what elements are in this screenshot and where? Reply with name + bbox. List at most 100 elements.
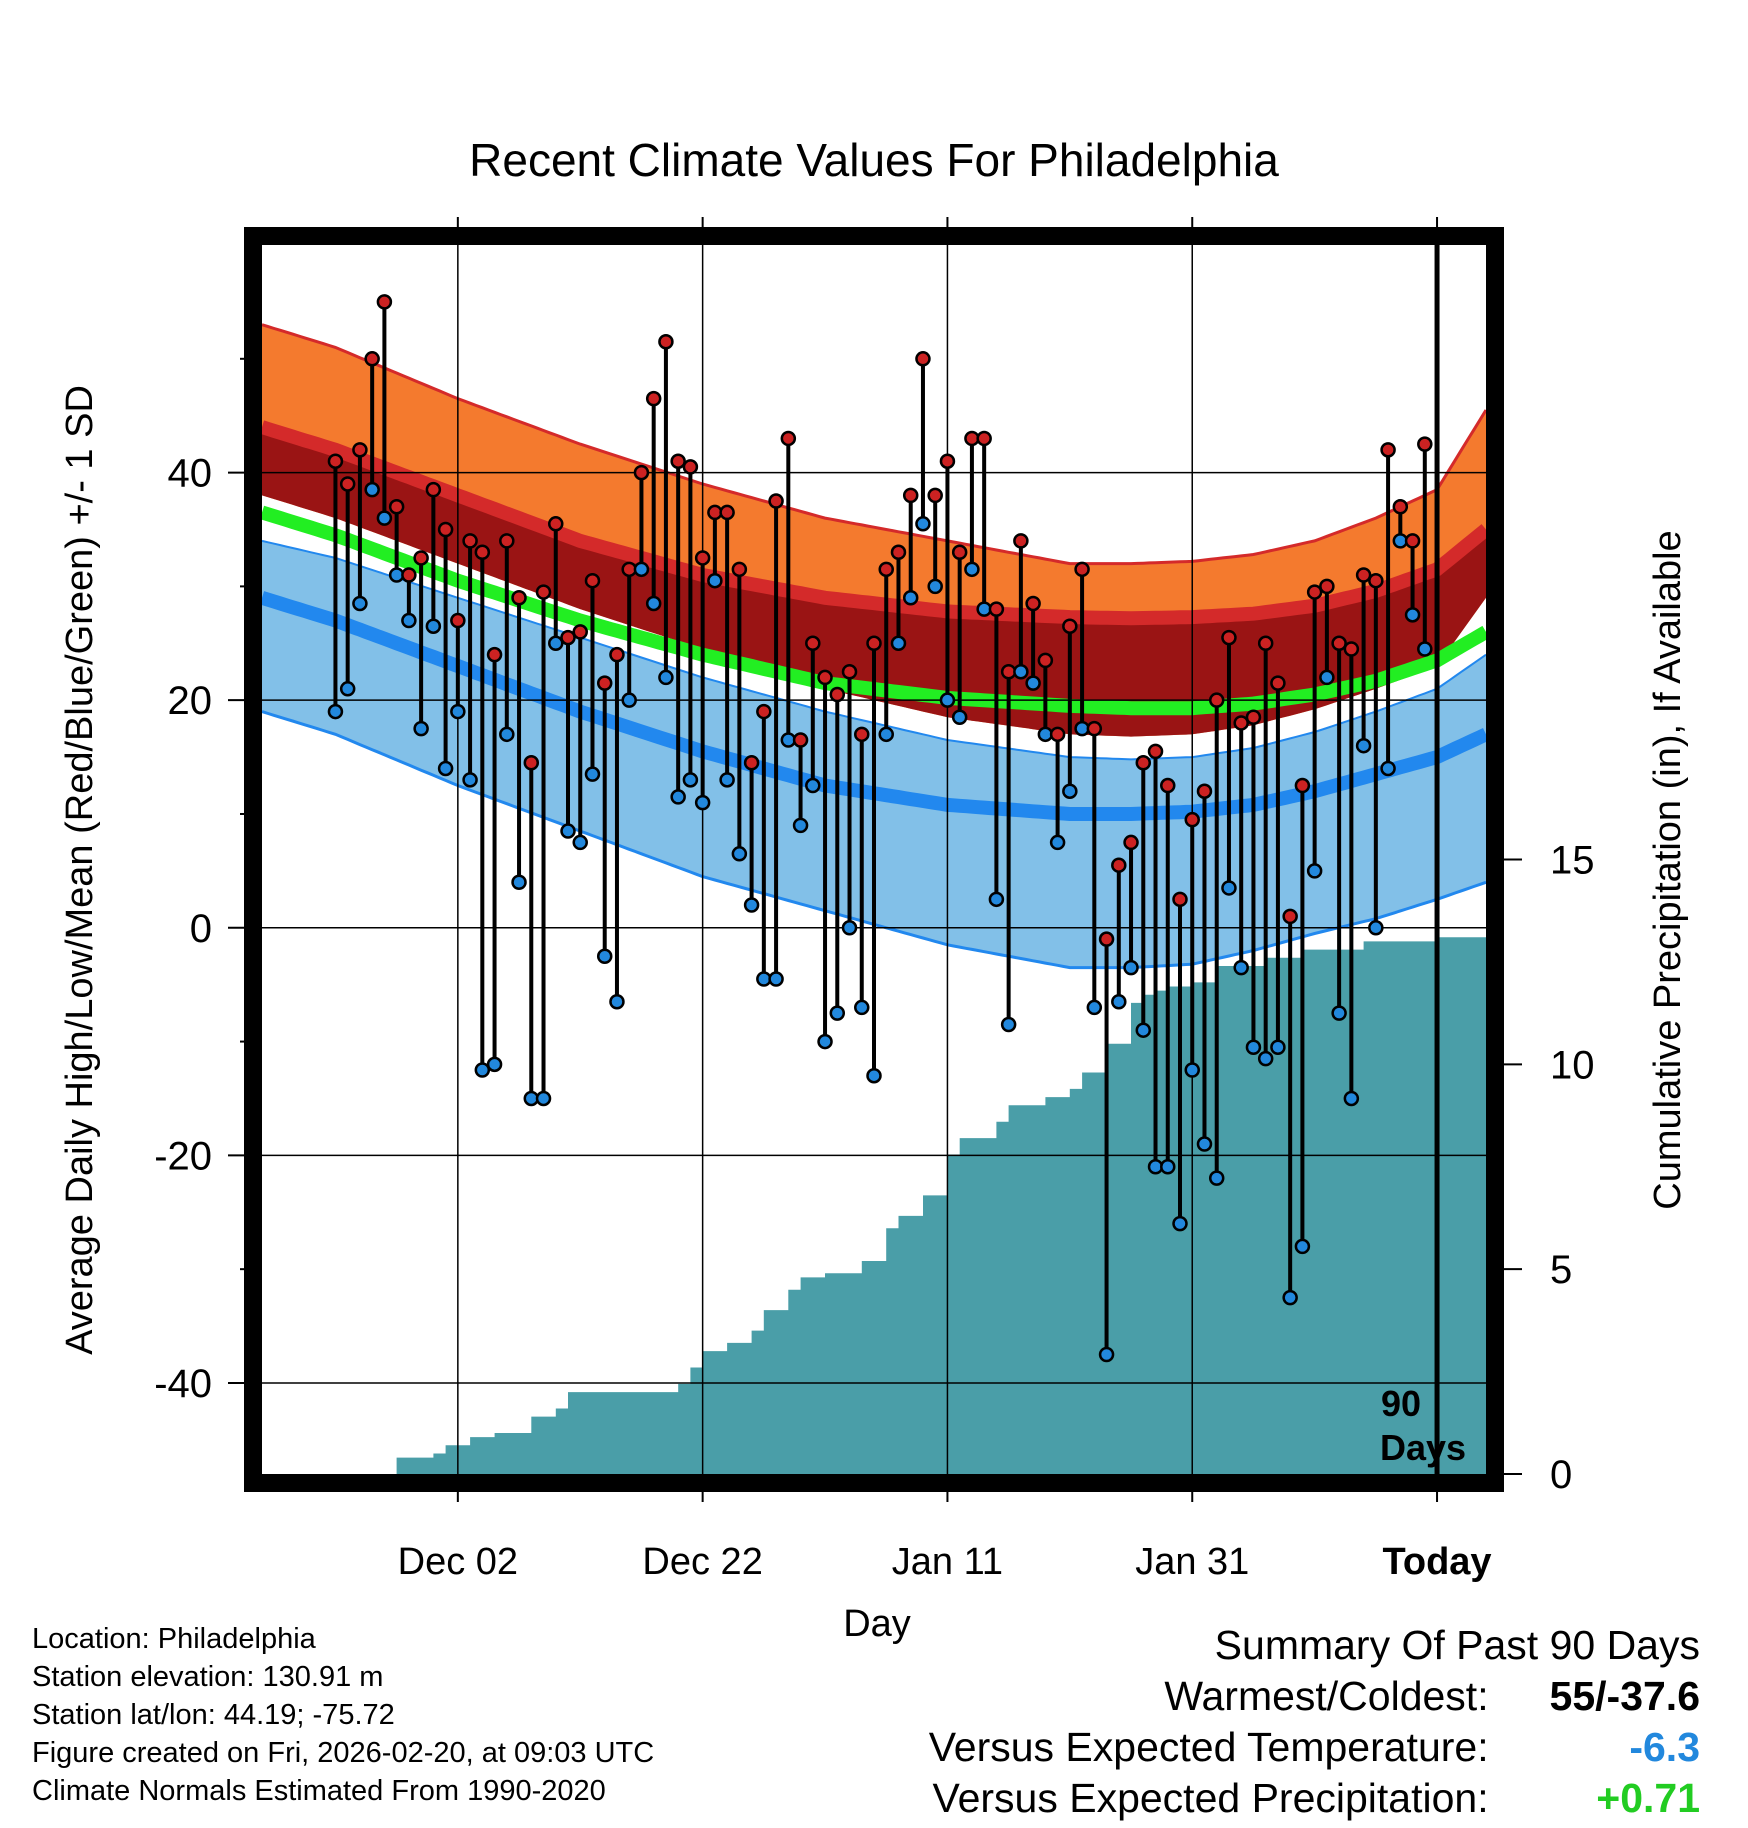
low-point (1135, 1022, 1152, 1038)
low-point (731, 846, 748, 862)
high-point (1355, 567, 1372, 583)
low-point (694, 794, 711, 811)
low-point (1306, 863, 1323, 879)
low-point (1221, 880, 1237, 896)
low-point (1111, 993, 1127, 1010)
low-point (829, 1005, 846, 1021)
low-point (1319, 669, 1335, 686)
info-normals: Climate Normals Estimated From 1990-2020 (32, 1775, 606, 1807)
high-point (376, 294, 393, 310)
high-point (951, 544, 968, 560)
high-point (1343, 641, 1360, 657)
high-point (437, 521, 454, 538)
low-point (768, 971, 784, 987)
high-point (486, 646, 503, 663)
high-point (327, 453, 344, 469)
high-point (1257, 635, 1274, 652)
info-latlon: Station lat/lon: 44.19; -75.72 (32, 1699, 395, 1731)
low-point (633, 561, 650, 578)
high-point (1074, 561, 1090, 578)
high-point (902, 487, 919, 504)
summary-panel: Summary Of Past 90 Days Warmest/Coldest:… (929, 1620, 1700, 1824)
summary-precip-value: +0.71 (1596, 1775, 1700, 1821)
low-point (413, 720, 429, 737)
high-point (1221, 629, 1237, 646)
low-point (719, 772, 735, 788)
high-point (866, 635, 882, 652)
low-point (535, 1090, 552, 1107)
high-point (890, 544, 907, 560)
low-point (1013, 663, 1029, 680)
low-point (364, 481, 380, 498)
high-point (1233, 715, 1249, 731)
high-point (939, 453, 956, 469)
high-point (560, 629, 576, 646)
low-point (939, 692, 956, 708)
high-point (1368, 572, 1384, 589)
high-point (915, 351, 931, 367)
low-point (964, 561, 980, 578)
high-point (1160, 777, 1176, 794)
high-point (854, 726, 870, 743)
low-point (866, 1067, 882, 1084)
high-point (645, 390, 662, 407)
line-high-plus-sd (261, 323, 1488, 566)
high-point (364, 351, 380, 367)
high-point (584, 572, 601, 589)
high-point (1270, 675, 1286, 691)
high-point (1025, 595, 1041, 612)
low-point (682, 772, 699, 788)
low-point (1208, 1170, 1225, 1186)
high-point (609, 646, 625, 663)
low-point (1184, 1062, 1200, 1078)
low-point (1368, 920, 1384, 936)
low-point (596, 948, 613, 964)
low-point (401, 612, 417, 629)
high-point (768, 493, 784, 509)
high-point (462, 533, 478, 549)
summary-title: Summary Of Past 90 Days (1214, 1622, 1700, 1668)
low-point (854, 999, 870, 1016)
high-point (829, 686, 846, 703)
low-point (890, 635, 907, 652)
low-point (1172, 1215, 1188, 1232)
line-normal-high (259, 420, 1491, 626)
high-point (1086, 720, 1103, 737)
low-point (1282, 1289, 1298, 1306)
low-point (707, 572, 723, 589)
info-elevation: Station elevation: 130.91 m (32, 1661, 384, 1693)
low-point (1270, 1039, 1286, 1056)
low-point (1355, 737, 1372, 754)
y-tick-label: 20 (168, 679, 213, 723)
high-point (474, 544, 491, 560)
high-point (731, 561, 748, 578)
high-point (388, 498, 405, 515)
high-point (1208, 692, 1225, 708)
low-point (376, 510, 393, 526)
low-point (1343, 1090, 1360, 1107)
y2-tick-label: 10 (1550, 1043, 1595, 1087)
high-point (1062, 618, 1078, 634)
high-point (450, 612, 466, 629)
low-point (927, 578, 943, 595)
high-point (1294, 777, 1311, 794)
high-point (499, 533, 515, 549)
summary-temp-label: Versus Expected Temperature: (928, 1724, 1489, 1770)
high-point (401, 567, 417, 583)
low-point (805, 777, 821, 794)
high-point (805, 635, 821, 652)
low-point (1417, 641, 1433, 657)
high-point (878, 561, 894, 578)
low-point (792, 817, 809, 834)
high-point (1111, 857, 1127, 873)
low-point (327, 703, 344, 720)
low-point (1380, 760, 1396, 777)
info-created: Figure created on Fri, 2026-02-20, at 09… (32, 1737, 655, 1769)
low-point (1062, 783, 1078, 799)
low-point (462, 772, 478, 788)
low-point (339, 681, 356, 697)
band-overlap (262, 427, 1486, 737)
x-tick-label: Dec 22 (642, 1541, 762, 1583)
low-point (1196, 1136, 1213, 1152)
low-point (841, 920, 858, 936)
